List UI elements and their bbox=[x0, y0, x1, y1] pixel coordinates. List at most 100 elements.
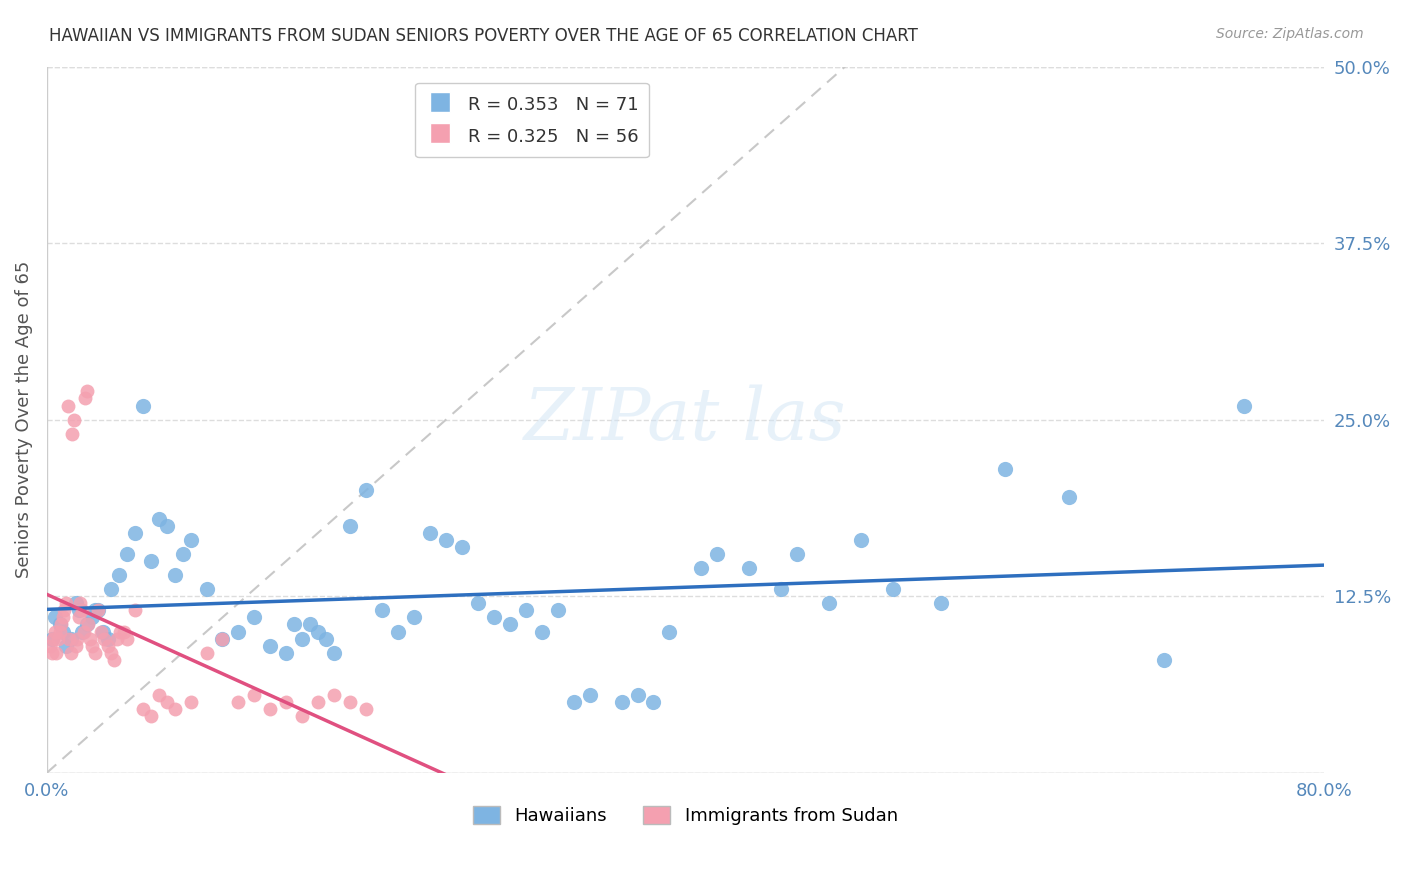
Point bbox=[83, 646, 105, 660]
Point bbox=[643, 695, 665, 709]
Point bbox=[243, 610, 266, 624]
Point bbox=[163, 568, 186, 582]
Point bbox=[46, 632, 69, 646]
Point bbox=[59, 632, 82, 646]
Point bbox=[291, 632, 314, 646]
Point bbox=[562, 695, 585, 709]
Point bbox=[115, 632, 138, 646]
Point bbox=[76, 617, 98, 632]
Point bbox=[530, 624, 553, 639]
Point bbox=[211, 632, 233, 646]
Point bbox=[610, 695, 633, 709]
Point bbox=[65, 639, 87, 653]
Point bbox=[80, 639, 103, 653]
Point bbox=[103, 653, 125, 667]
Point bbox=[195, 646, 218, 660]
Point bbox=[354, 702, 377, 716]
Point bbox=[929, 596, 952, 610]
Point bbox=[105, 632, 128, 646]
Point bbox=[72, 624, 94, 639]
Point bbox=[818, 596, 841, 610]
Point bbox=[786, 547, 808, 561]
Point bbox=[299, 617, 322, 632]
Point bbox=[706, 547, 728, 561]
Point bbox=[994, 462, 1017, 476]
Point bbox=[93, 632, 115, 646]
Legend: Hawaiians, Immigrants from Sudan: Hawaiians, Immigrants from Sudan bbox=[464, 797, 907, 834]
Point bbox=[339, 518, 361, 533]
Point bbox=[451, 540, 474, 554]
Point bbox=[770, 582, 793, 596]
Point bbox=[131, 399, 153, 413]
Point bbox=[58, 632, 80, 646]
Point bbox=[87, 603, 110, 617]
Point bbox=[259, 702, 281, 716]
Point bbox=[41, 646, 63, 660]
Point bbox=[1233, 399, 1256, 413]
Point bbox=[55, 639, 77, 653]
Point bbox=[110, 624, 132, 639]
Point bbox=[228, 695, 250, 709]
Point bbox=[139, 709, 162, 723]
Point bbox=[115, 547, 138, 561]
Point bbox=[48, 617, 70, 632]
Point bbox=[1153, 653, 1175, 667]
Point bbox=[66, 632, 89, 646]
Point bbox=[626, 688, 648, 702]
Point bbox=[48, 624, 70, 639]
Point bbox=[62, 426, 84, 441]
Point bbox=[79, 632, 101, 646]
Point bbox=[63, 412, 86, 426]
Point bbox=[163, 702, 186, 716]
Point bbox=[547, 603, 569, 617]
Point bbox=[371, 603, 394, 617]
Point bbox=[67, 610, 90, 624]
Point bbox=[578, 688, 600, 702]
Point bbox=[39, 639, 62, 653]
Point bbox=[52, 624, 75, 639]
Point bbox=[849, 533, 872, 547]
Point bbox=[307, 695, 329, 709]
Point bbox=[482, 610, 505, 624]
Text: HAWAIIAN VS IMMIGRANTS FROM SUDAN SENIORS POVERTY OVER THE AGE OF 65 CORRELATION: HAWAIIAN VS IMMIGRANTS FROM SUDAN SENIOR… bbox=[49, 27, 918, 45]
Point bbox=[211, 632, 233, 646]
Point bbox=[124, 525, 146, 540]
Point bbox=[80, 610, 103, 624]
Point bbox=[75, 392, 97, 406]
Point bbox=[131, 702, 153, 716]
Point bbox=[112, 624, 135, 639]
Point bbox=[387, 624, 409, 639]
Point bbox=[51, 617, 73, 632]
Point bbox=[323, 646, 346, 660]
Point bbox=[434, 533, 457, 547]
Point bbox=[307, 624, 329, 639]
Point bbox=[96, 639, 118, 653]
Point bbox=[44, 624, 66, 639]
Point bbox=[77, 617, 100, 632]
Point bbox=[738, 561, 761, 575]
Point bbox=[148, 688, 170, 702]
Point bbox=[69, 596, 91, 610]
Point bbox=[45, 646, 67, 660]
Point bbox=[87, 603, 110, 617]
Point bbox=[276, 646, 298, 660]
Point bbox=[1057, 491, 1080, 505]
Point bbox=[155, 518, 177, 533]
Point bbox=[42, 632, 65, 646]
Point bbox=[180, 533, 202, 547]
Point bbox=[52, 610, 75, 624]
Point bbox=[41, 632, 63, 646]
Point bbox=[172, 547, 194, 561]
Point bbox=[53, 603, 76, 617]
Point bbox=[658, 624, 681, 639]
Point bbox=[59, 646, 82, 660]
Point bbox=[323, 688, 346, 702]
Point bbox=[56, 399, 79, 413]
Point bbox=[96, 632, 118, 646]
Point bbox=[690, 561, 713, 575]
Point bbox=[70, 603, 93, 617]
Point bbox=[55, 596, 77, 610]
Point bbox=[70, 624, 93, 639]
Point bbox=[44, 610, 66, 624]
Point bbox=[243, 688, 266, 702]
